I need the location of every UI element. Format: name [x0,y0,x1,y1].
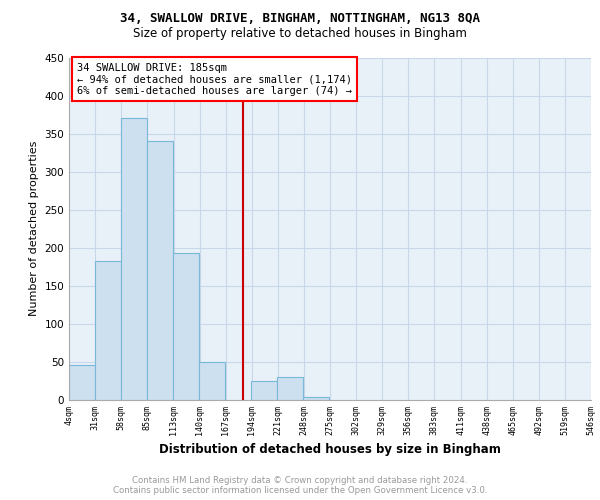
Bar [303,397,329,400]
Bar [199,362,225,400]
Bar [95,262,121,400]
Y-axis label: Number of detached properties: Number of detached properties [29,141,39,316]
Text: Contains HM Land Registry data © Crown copyright and database right 2024.
Contai: Contains HM Land Registry data © Crown c… [113,476,487,495]
Bar [121,118,147,400]
Bar [147,141,173,400]
X-axis label: Distribution of detached houses by size in Bingham: Distribution of detached houses by size … [159,443,501,456]
Bar [69,365,95,400]
Text: Size of property relative to detached houses in Bingham: Size of property relative to detached ho… [133,28,467,40]
Bar [277,377,303,400]
Bar [251,381,277,400]
Text: 34, SWALLOW DRIVE, BINGHAM, NOTTINGHAM, NG13 8QA: 34, SWALLOW DRIVE, BINGHAM, NOTTINGHAM, … [120,12,480,26]
Text: 34 SWALLOW DRIVE: 185sqm
← 94% of detached houses are smaller (1,174)
6% of semi: 34 SWALLOW DRIVE: 185sqm ← 94% of detach… [77,62,352,96]
Bar [173,253,199,400]
